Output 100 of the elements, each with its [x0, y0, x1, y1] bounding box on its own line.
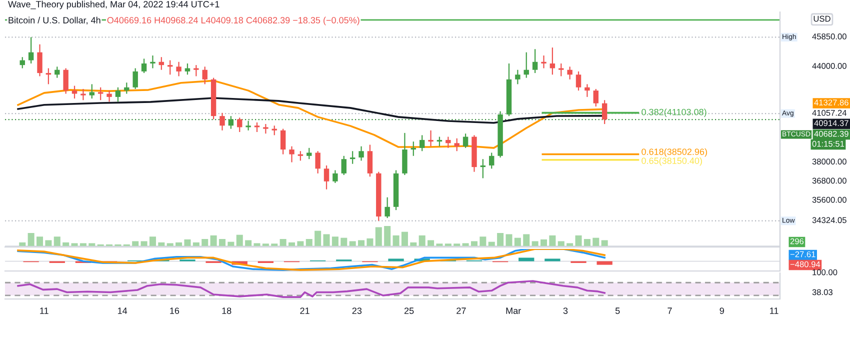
candlestick: [558, 62, 564, 77]
bar: [192, 242, 200, 246]
x-tick-label: 5: [615, 308, 620, 314]
candlestick: [202, 66, 208, 85]
bar: [523, 234, 530, 246]
candlestick: [167, 60, 173, 76]
text: 01:15:51: [812, 140, 844, 147]
candlestick: [524, 52, 529, 78]
candlestick: [454, 138, 460, 152]
bar: [202, 239, 208, 246]
candlestick: [89, 84, 94, 100]
bar: [245, 240, 252, 246]
x-tick-label: 3: [563, 308, 568, 314]
candlestick: [72, 85, 78, 100]
x-tick-label: 7: [668, 308, 672, 314]
candlestick: [150, 54, 156, 69]
bar: [140, 241, 148, 246]
bar: [288, 242, 296, 246]
candlestick: [115, 86, 121, 102]
bar: [36, 236, 44, 246]
candlestick: [98, 86, 104, 101]
y-tick-label: 36800.00: [812, 178, 846, 184]
candlestick: [132, 68, 138, 90]
candlestick: [46, 68, 52, 85]
candlestick: [280, 128, 286, 155]
y-tick-label: 38000.00: [812, 158, 846, 165]
bar: [462, 243, 469, 246]
bar: [280, 239, 286, 246]
bar: [488, 242, 495, 246]
bar: [470, 241, 478, 246]
candlestick: [194, 64, 199, 77]
candlestick: [358, 146, 364, 162]
bar: [306, 239, 312, 246]
bar: [375, 227, 382, 246]
candlestick: [446, 136, 451, 148]
bar: [62, 242, 70, 246]
bar: [601, 240, 608, 246]
x-tick-label: 25: [404, 308, 414, 314]
candlestick: [402, 132, 408, 176]
candlestick: [367, 144, 373, 178]
bar: [410, 242, 417, 246]
x-tick-label: 21: [300, 308, 310, 314]
series-label: 0.65(38150.40): [642, 157, 702, 166]
candlestick: [350, 150, 356, 164]
bar: [166, 243, 174, 246]
bar: [558, 241, 564, 246]
bar: [28, 233, 34, 246]
series-label: 0.618(38502.96): [642, 148, 707, 157]
x-tick-label: 11: [770, 308, 778, 314]
candlestick: [54, 66, 60, 78]
bar: [497, 233, 504, 246]
x-tick-label: 9: [720, 308, 724, 314]
bar: [176, 242, 182, 246]
bar: [218, 239, 226, 246]
text: 40914.37: [814, 120, 848, 126]
bar: [514, 238, 521, 246]
bar: [158, 242, 165, 246]
candlestick: [550, 46, 556, 76]
x-tick-label: 27: [456, 308, 466, 314]
bar: [19, 242, 26, 246]
y-tick-label: 35600.00: [812, 196, 846, 203]
y-tick-label: 41057.24: [812, 110, 847, 116]
candlestick: [184, 62, 190, 76]
bar: [184, 239, 191, 246]
x-tick-label: 23: [352, 308, 362, 314]
bar: [366, 238, 374, 246]
candlestick: [124, 82, 130, 94]
x-tick-label: 18: [222, 308, 232, 314]
candlestick: [532, 48, 538, 74]
bar: [480, 236, 486, 246]
text: 41327.86: [814, 100, 848, 106]
x-tick-label: 16: [170, 308, 180, 314]
candlestick: [480, 158, 486, 179]
candlestick: [541, 54, 546, 69]
y-tick-label: 34324.05: [812, 217, 846, 224]
candlestick: [246, 120, 251, 131]
bar: [592, 238, 600, 246]
candlestick: [306, 147, 312, 160]
bar: [80, 243, 86, 246]
bar: [384, 226, 391, 246]
candlestick: [384, 196, 390, 219]
candlestick: [254, 122, 260, 133]
y-tick-label: 100.00: [812, 269, 838, 276]
candlestick: [80, 88, 86, 101]
x-tick-label: Mar: [506, 308, 521, 314]
candlestick: [63, 68, 68, 94]
bar: [323, 234, 330, 246]
candlestick: [37, 44, 42, 77]
bar: [149, 236, 156, 246]
text: −27.61: [790, 251, 816, 258]
text: −480.94: [790, 261, 820, 268]
y-tick-label: 45850.00: [812, 34, 846, 40]
bar: [254, 243, 260, 246]
y-tick-label: 38.03: [812, 289, 832, 296]
bar: [236, 234, 243, 246]
candlestick: [220, 112, 225, 131]
bar: [349, 241, 356, 246]
candlestick: [332, 170, 338, 184]
candlestick: [237, 117, 242, 133]
candlestick: [410, 141, 416, 156]
